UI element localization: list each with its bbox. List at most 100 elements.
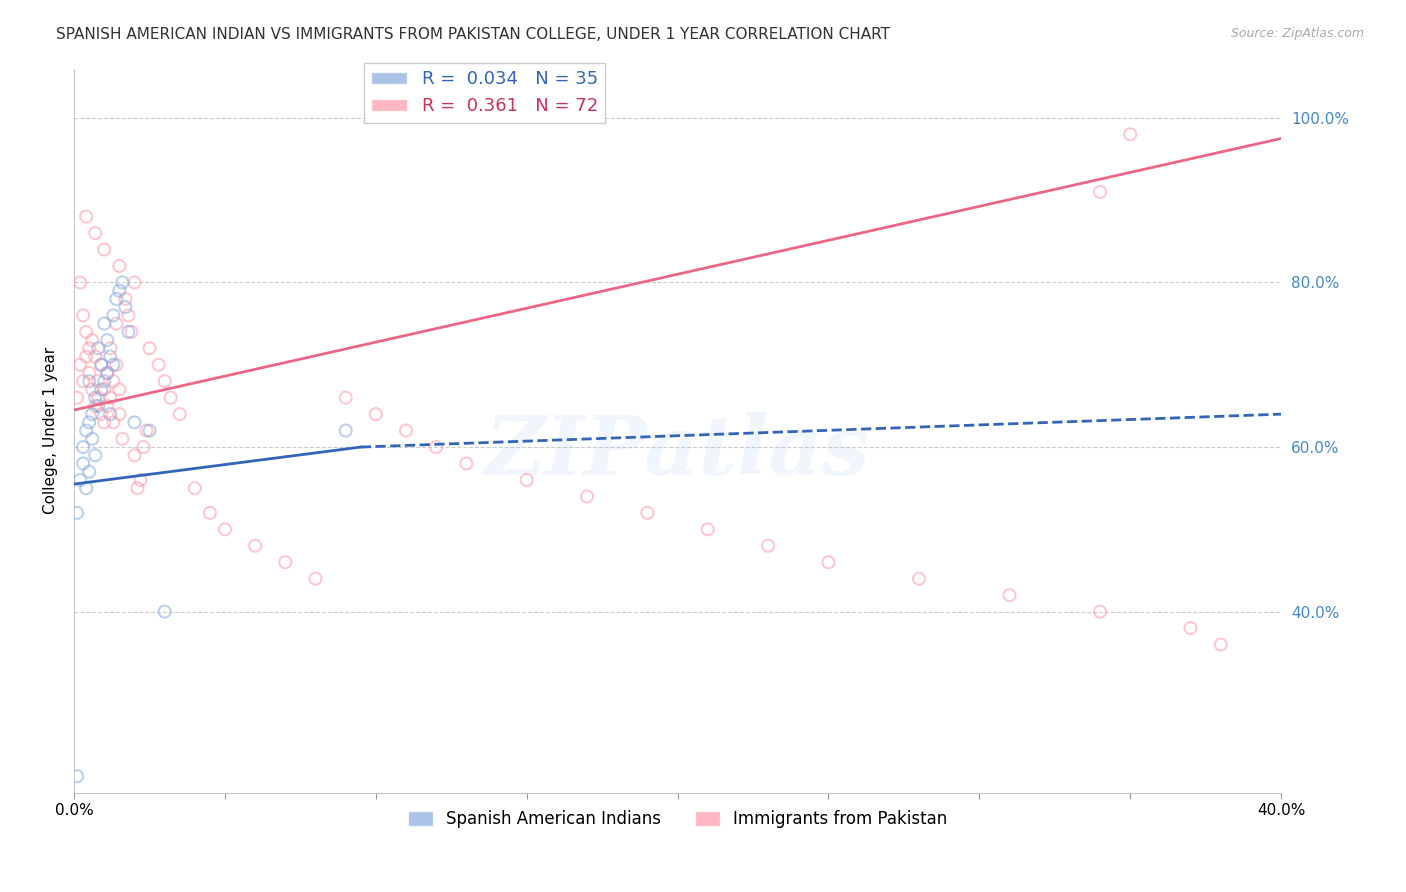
Point	[304, 572, 326, 586]
Point	[93, 243, 115, 257]
Point	[159, 391, 181, 405]
Point	[82, 432, 104, 446]
Legend: Spanish American Indians, Immigrants from Pakistan: Spanish American Indians, Immigrants fro…	[401, 804, 953, 835]
Point	[117, 309, 139, 323]
Point	[1088, 185, 1111, 199]
Point	[198, 506, 221, 520]
Point	[93, 374, 115, 388]
Point	[84, 226, 107, 240]
Point	[87, 341, 110, 355]
Point	[75, 481, 97, 495]
Point	[148, 358, 170, 372]
Point	[87, 374, 110, 388]
Point	[98, 341, 121, 355]
Point	[93, 383, 115, 397]
Y-axis label: College, Under 1 year: College, Under 1 year	[44, 347, 58, 514]
Point	[138, 341, 160, 355]
Point	[90, 383, 112, 397]
Point	[153, 605, 176, 619]
Point	[66, 506, 89, 520]
Point	[96, 399, 118, 413]
Point	[93, 415, 115, 429]
Point	[425, 440, 447, 454]
Point	[120, 325, 142, 339]
Point	[129, 473, 152, 487]
Point	[117, 325, 139, 339]
Point	[516, 473, 538, 487]
Point	[66, 769, 89, 783]
Point	[82, 407, 104, 421]
Point	[1180, 621, 1202, 635]
Point	[87, 399, 110, 413]
Point	[105, 292, 128, 306]
Point	[77, 374, 100, 388]
Point	[132, 440, 155, 454]
Point	[105, 317, 128, 331]
Point	[98, 350, 121, 364]
Point	[84, 399, 107, 413]
Point	[456, 457, 478, 471]
Point	[105, 358, 128, 372]
Point	[274, 555, 297, 569]
Point	[214, 522, 236, 536]
Point	[153, 374, 176, 388]
Point	[1119, 128, 1142, 142]
Point	[138, 424, 160, 438]
Point	[108, 259, 131, 273]
Point	[75, 210, 97, 224]
Point	[243, 539, 266, 553]
Point	[84, 350, 107, 364]
Point	[636, 506, 658, 520]
Text: SPANISH AMERICAN INDIAN VS IMMIGRANTS FROM PAKISTAN COLLEGE, UNDER 1 YEAR CORREL: SPANISH AMERICAN INDIAN VS IMMIGRANTS FR…	[56, 27, 890, 42]
Point	[75, 424, 97, 438]
Point	[72, 440, 94, 454]
Point	[335, 391, 357, 405]
Point	[576, 490, 599, 504]
Point	[1088, 605, 1111, 619]
Text: Source: ZipAtlas.com: Source: ZipAtlas.com	[1230, 27, 1364, 40]
Point	[135, 424, 157, 438]
Point	[756, 539, 779, 553]
Point	[1209, 638, 1232, 652]
Point	[114, 300, 136, 314]
Text: ZIPatlas: ZIPatlas	[485, 412, 870, 492]
Point	[169, 407, 191, 421]
Point	[77, 415, 100, 429]
Point	[103, 415, 125, 429]
Point	[90, 358, 112, 372]
Point	[72, 309, 94, 323]
Point	[75, 325, 97, 339]
Point	[124, 276, 146, 290]
Point	[111, 432, 134, 446]
Point	[75, 350, 97, 364]
Point	[103, 358, 125, 372]
Point	[98, 391, 121, 405]
Point	[395, 424, 418, 438]
Point	[69, 276, 91, 290]
Point	[98, 407, 121, 421]
Point	[90, 358, 112, 372]
Point	[69, 473, 91, 487]
Point	[77, 341, 100, 355]
Point	[82, 333, 104, 347]
Point	[108, 284, 131, 298]
Point	[77, 366, 100, 380]
Point	[103, 374, 125, 388]
Point	[84, 391, 107, 405]
Point	[82, 383, 104, 397]
Point	[87, 391, 110, 405]
Point	[66, 391, 89, 405]
Point	[72, 374, 94, 388]
Point	[77, 465, 100, 479]
Point	[72, 457, 94, 471]
Point	[364, 407, 387, 421]
Point	[114, 292, 136, 306]
Point	[124, 415, 146, 429]
Point	[127, 481, 149, 495]
Point	[108, 407, 131, 421]
Point	[69, 358, 91, 372]
Point	[908, 572, 931, 586]
Point	[111, 276, 134, 290]
Point	[335, 424, 357, 438]
Point	[93, 317, 115, 331]
